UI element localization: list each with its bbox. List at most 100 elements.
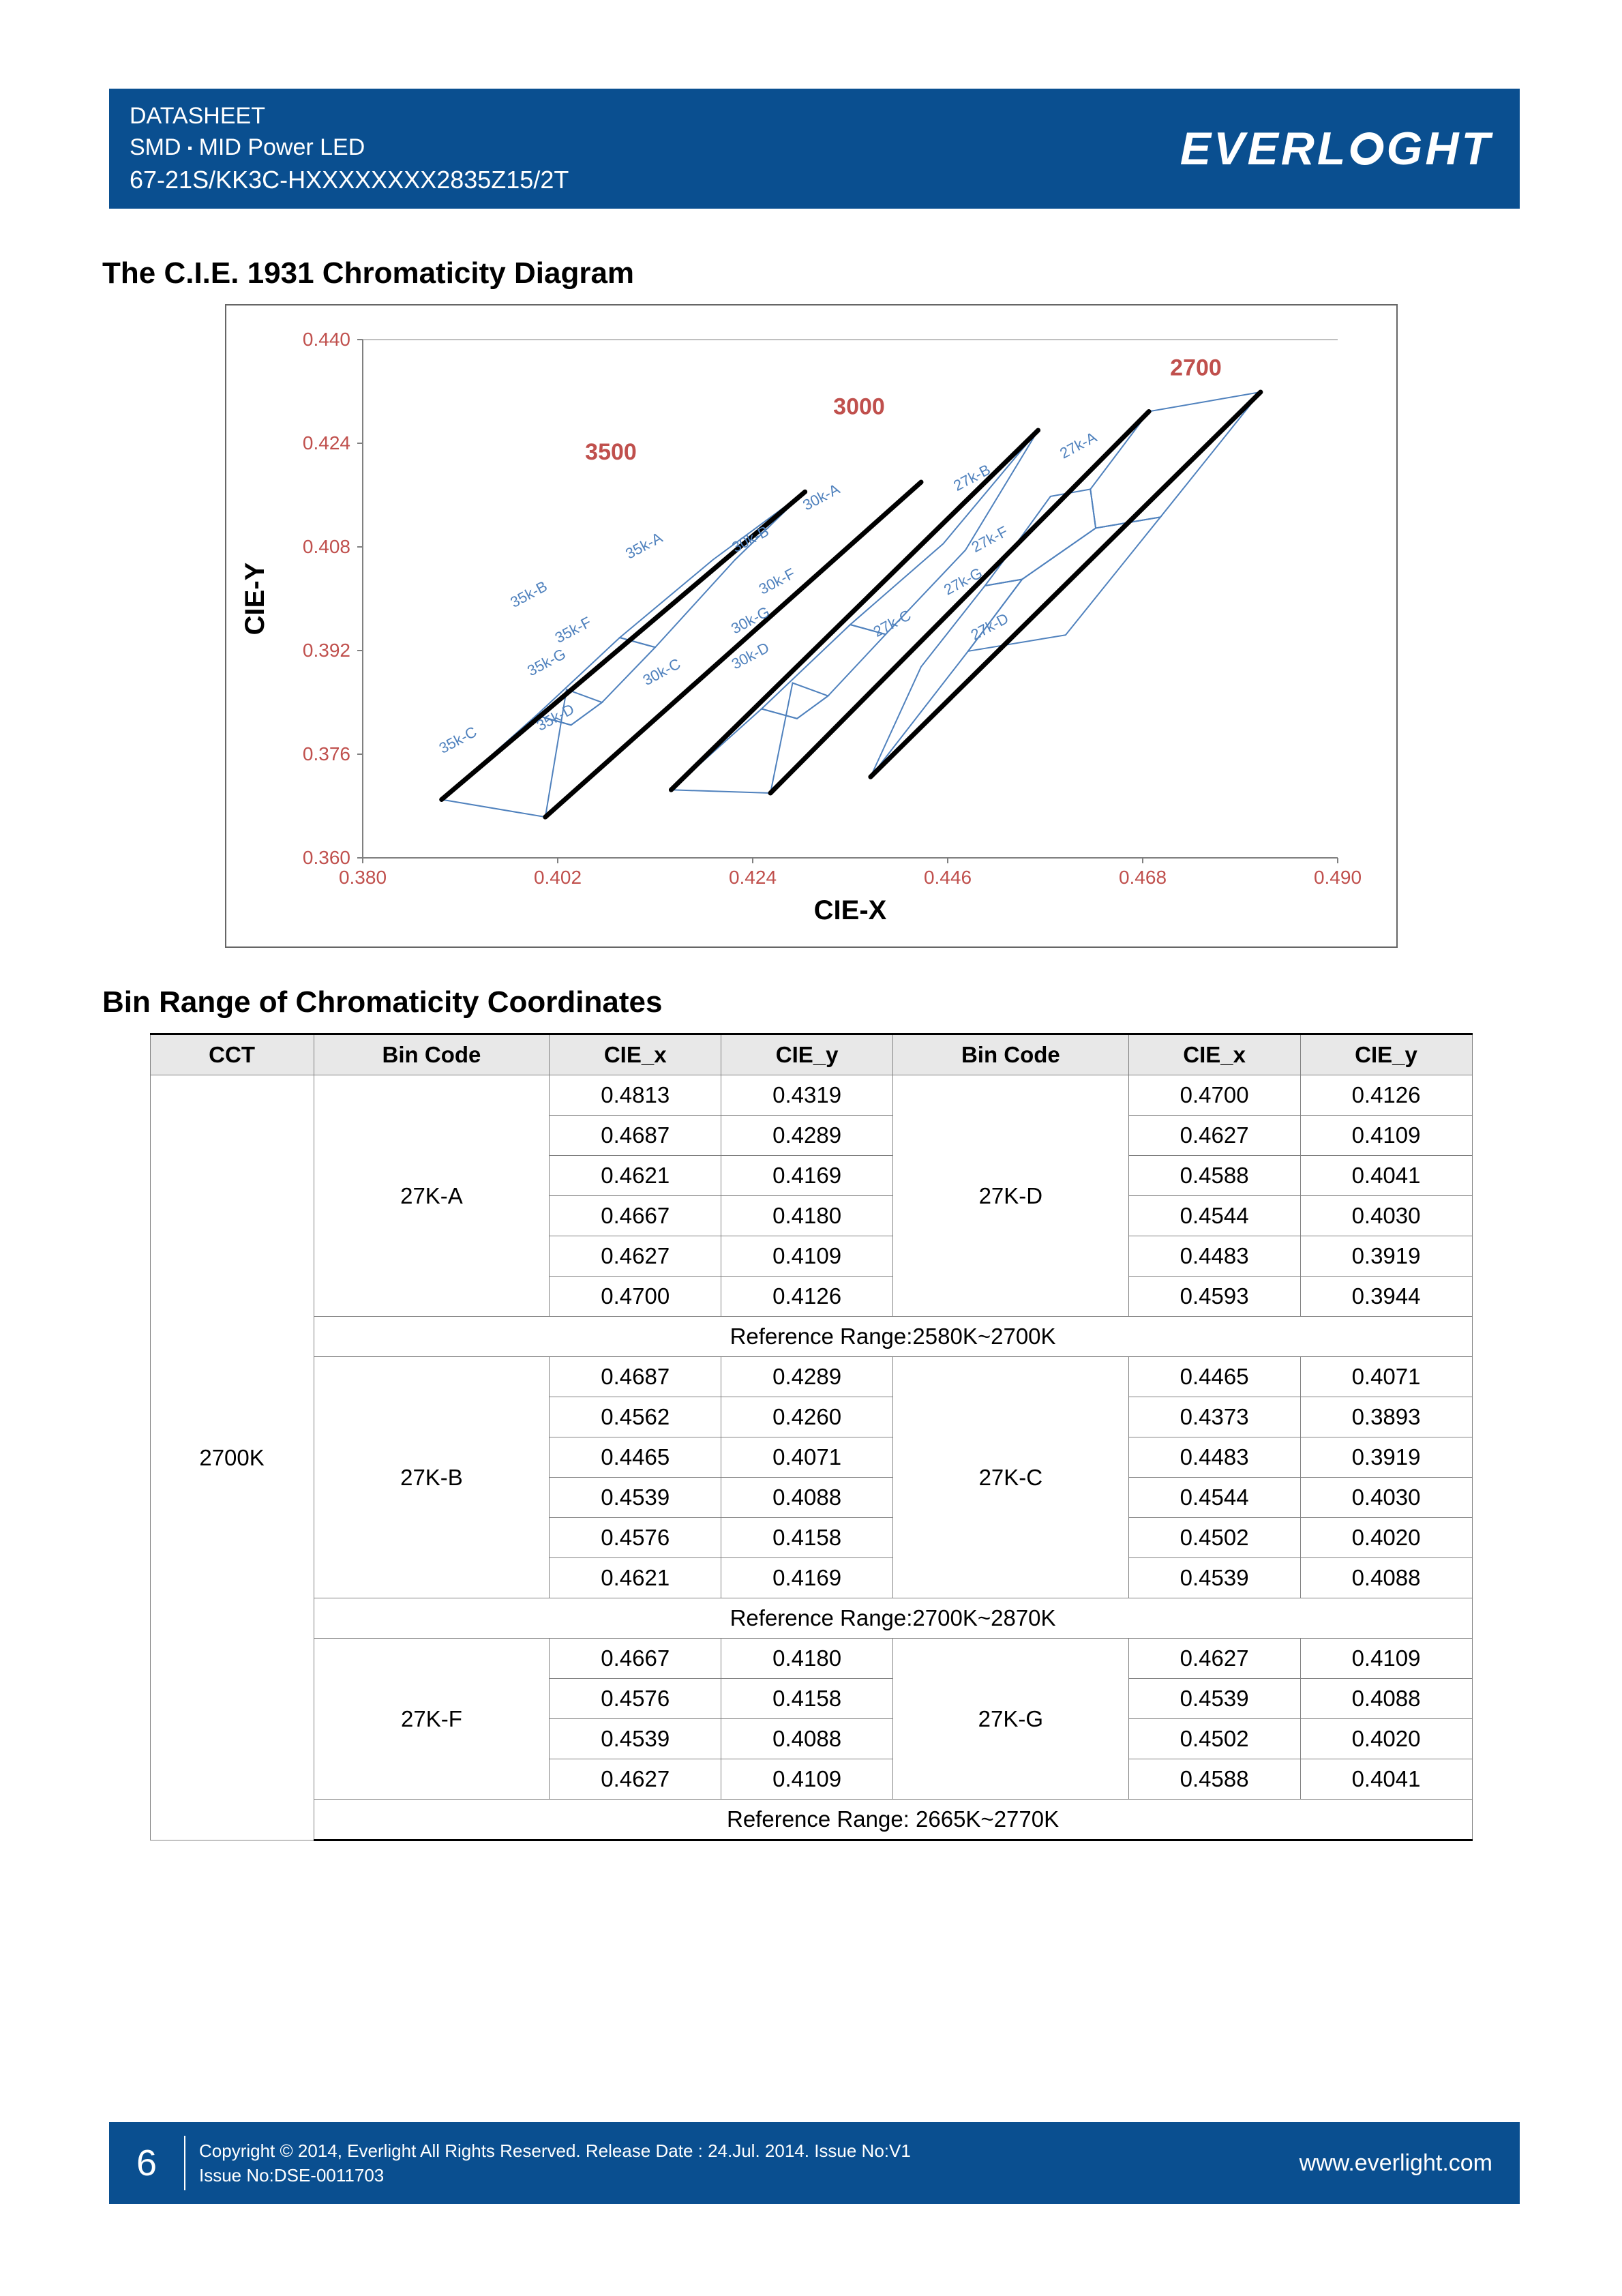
- separator-square-icon: ▪: [187, 140, 192, 155]
- cie-y-cell: 0.4030: [1300, 1196, 1472, 1236]
- cie-x-cell: 0.4373: [1128, 1397, 1300, 1437]
- svg-text:0.468: 0.468: [1118, 867, 1166, 888]
- reference-range-row: Reference Range: 2665K~2770K: [150, 1800, 1472, 1840]
- cie-x-cell: 0.4627: [1128, 1639, 1300, 1679]
- svg-text:30k-D: 30k-D: [728, 639, 772, 673]
- cie-x-cell: 0.4544: [1128, 1196, 1300, 1236]
- bin-range-table: CCTBin CodeCIE_xCIE_yBin CodeCIE_xCIE_y2…: [150, 1033, 1473, 1841]
- cie-y-cell: 0.4180: [721, 1196, 893, 1236]
- cie-y-cell: 0.4088: [1300, 1558, 1472, 1598]
- footer-line-2: Issue No:DSE-0011703: [199, 2163, 1300, 2188]
- table-header-cell: CCT: [150, 1034, 314, 1075]
- table-row: 2700K27K-A0.48130.431927K-D0.47000.4126: [150, 1075, 1472, 1116]
- bin-code-cell: 27K-A: [314, 1075, 550, 1317]
- cie-y-cell: 0.4109: [1300, 1639, 1472, 1679]
- bin-code-cell: 27K-C: [893, 1357, 1129, 1598]
- svg-text:0.446: 0.446: [923, 867, 971, 888]
- reference-range-row: Reference Range:2580K~2700K: [150, 1317, 1472, 1357]
- cie-x-cell: 0.4687: [550, 1116, 721, 1156]
- footer-url: www.everlight.com: [1300, 2150, 1492, 2177]
- header-line-2: SMD ▪ MID Power LED: [130, 132, 1180, 164]
- cie-x-cell: 0.4483: [1128, 1236, 1300, 1277]
- cie-chart-svg: 0.3800.4020.4240.4460.4680.4900.3600.376…: [233, 312, 1379, 926]
- reference-range-cell: Reference Range:2580K~2700K: [314, 1317, 1472, 1357]
- cie-y-cell: 0.4180: [721, 1639, 893, 1679]
- cie-x-cell: 0.4539: [1128, 1679, 1300, 1719]
- section-title-cie: The C.I.E. 1931 Chromaticity Diagram: [102, 256, 1520, 290]
- brand-text-right: GHT: [1386, 122, 1492, 175]
- section-title-bin-range: Bin Range of Chromaticity Coordinates: [102, 985, 1520, 1019]
- cie-y-cell: 0.4169: [721, 1156, 893, 1196]
- cie-x-cell: 0.4539: [550, 1719, 721, 1759]
- cie-y-cell: 0.4126: [721, 1277, 893, 1317]
- svg-text:0.392: 0.392: [302, 640, 350, 661]
- footer-line-1: Copyright © 2014, Everlight All Rights R…: [199, 2138, 1300, 2163]
- svg-text:0.376: 0.376: [302, 743, 350, 764]
- header-line2-b: MID Power LED: [199, 134, 365, 160]
- svg-text:35k-C: 35k-C: [436, 724, 479, 758]
- cie-x-cell: 0.4544: [1128, 1478, 1300, 1518]
- page-number: 6: [109, 2142, 184, 2184]
- bin-code-cell: 27K-G: [893, 1639, 1129, 1800]
- table-header-cell: Bin Code: [314, 1034, 550, 1075]
- svg-text:35k-A: 35k-A: [622, 529, 665, 563]
- cie-y-cell: 0.4319: [721, 1075, 893, 1116]
- cie-y-cell: 0.4158: [721, 1518, 893, 1558]
- cie-y-cell: 0.4158: [721, 1679, 893, 1719]
- svg-text:0.424: 0.424: [302, 432, 350, 453]
- svg-text:2700: 2700: [1170, 355, 1222, 381]
- svg-text:27k-A: 27k-A: [1057, 429, 1100, 462]
- table-row: 27K-B0.46870.428927K-C0.44650.4071: [150, 1357, 1472, 1397]
- table-header-cell: CIE_y: [721, 1034, 893, 1075]
- cie-y-cell: 0.4088: [1300, 1679, 1472, 1719]
- brand-logo: EVERL GHT: [1180, 122, 1492, 175]
- svg-text:27k-B: 27k-B: [950, 461, 993, 494]
- header-line2-a: SMD: [130, 134, 181, 160]
- cie-y-cell: 0.4260: [721, 1397, 893, 1437]
- cie-x-cell: 0.4687: [550, 1357, 721, 1397]
- svg-text:3500: 3500: [585, 439, 637, 465]
- cie-y-cell: 0.4041: [1300, 1759, 1472, 1800]
- cie-y-cell: 0.4088: [721, 1478, 893, 1518]
- svg-text:0.408: 0.408: [302, 536, 350, 557]
- header-line-3: 67-21S/KK3C-HXXXXXXXX2835Z15/2T: [130, 164, 1180, 197]
- svg-text:30k-C: 30k-C: [640, 655, 683, 689]
- svg-text:27k-C: 27k-C: [870, 607, 914, 641]
- header-line-1: DATASHEET: [130, 101, 1180, 132]
- brand-text-left: EVERL: [1180, 122, 1349, 175]
- cie-y-cell: 0.4020: [1300, 1719, 1472, 1759]
- bin-code-cell: 27K-B: [314, 1357, 550, 1598]
- cct-cell: 2700K: [150, 1075, 314, 1840]
- cie-y-cell: 0.4071: [721, 1437, 893, 1478]
- cie-x-cell: 0.4700: [1128, 1075, 1300, 1116]
- bin-code-cell: 27K-D: [893, 1075, 1129, 1317]
- cie-x-cell: 0.4539: [1128, 1558, 1300, 1598]
- cie-y-cell: 0.3944: [1300, 1277, 1472, 1317]
- cie-x-cell: 0.4667: [550, 1639, 721, 1679]
- cie-y-cell: 0.4289: [721, 1116, 893, 1156]
- table-header-cell: CIE_y: [1300, 1034, 1472, 1075]
- cie-y-cell: 0.4109: [1300, 1116, 1472, 1156]
- cie-x-cell: 0.4483: [1128, 1437, 1300, 1478]
- cie-y-cell: 0.4109: [721, 1759, 893, 1800]
- cie-x-cell: 0.4502: [1128, 1518, 1300, 1558]
- svg-text:CIE-X: CIE-X: [813, 895, 886, 925]
- cie-x-cell: 0.4621: [550, 1156, 721, 1196]
- cie-x-cell: 0.4667: [550, 1196, 721, 1236]
- svg-text:35k-G: 35k-G: [524, 645, 569, 679]
- svg-text:30k-F: 30k-F: [755, 565, 797, 598]
- svg-text:CIE-Y: CIE-Y: [240, 563, 270, 636]
- cie-y-cell: 0.3893: [1300, 1397, 1472, 1437]
- bin-code-cell: 27K-F: [314, 1639, 550, 1800]
- footer-text: Copyright © 2014, Everlight All Rights R…: [199, 2138, 1300, 2188]
- svg-text:0.402: 0.402: [533, 867, 581, 888]
- cie-x-cell: 0.4813: [550, 1075, 721, 1116]
- cie-y-cell: 0.4289: [721, 1357, 893, 1397]
- cie-y-cell: 0.4030: [1300, 1478, 1472, 1518]
- header-text-block: DATASHEET SMD ▪ MID Power LED 67-21S/KK3…: [130, 101, 1180, 196]
- cie-x-cell: 0.4627: [1128, 1116, 1300, 1156]
- footer-divider: [184, 2136, 185, 2190]
- header-bar: DATASHEET SMD ▪ MID Power LED 67-21S/KK3…: [109, 89, 1520, 209]
- cie-chart-container: 0.3800.4020.4240.4460.4680.4900.3600.376…: [225, 304, 1398, 948]
- cie-y-cell: 0.4041: [1300, 1156, 1472, 1196]
